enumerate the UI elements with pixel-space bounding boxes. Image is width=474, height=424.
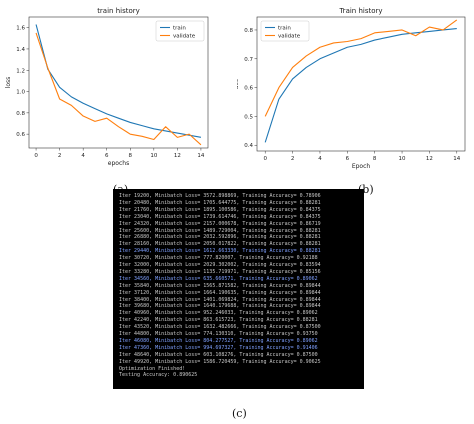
terminal-line: Iter 26880, Minibatch Loss= 2032.592896,… bbox=[119, 234, 321, 241]
x-tick-label: 2 bbox=[58, 153, 62, 159]
terminal-line: Iter 40960, Minibatch Loss= 952.246033, … bbox=[119, 310, 318, 317]
terminal-line: Iter 20480, Minibatch Loss= 1705.644775,… bbox=[119, 199, 321, 206]
y-tick-label: 0.6 bbox=[244, 86, 253, 92]
x-tick-label: 2 bbox=[291, 156, 295, 162]
series-line-validate bbox=[35, 32, 202, 146]
x-axis-label: Epoch bbox=[352, 163, 371, 170]
terminal-line: Iter 23040, Minibatch Loss= 1739.614746,… bbox=[119, 213, 321, 220]
x-tick-label: 4 bbox=[81, 153, 85, 159]
legend-label-validate: validate bbox=[173, 34, 196, 40]
y-axis-label: loss bbox=[5, 77, 12, 89]
terminal-line: Iter 42240, Minibatch Loss= 863.615723, … bbox=[119, 317, 318, 324]
y-tick-label: 1.6 bbox=[16, 26, 25, 32]
terminal-line: Iter 49920, Minibatch Loss= 1586.720459,… bbox=[119, 358, 321, 365]
x-tick-label: 14 bbox=[197, 153, 204, 159]
x-tick-label: 8 bbox=[129, 153, 133, 159]
y-tick-label: 1.4 bbox=[16, 47, 25, 53]
legend-label-train: train bbox=[278, 26, 291, 32]
x-tick-label: 6 bbox=[105, 153, 109, 159]
terminal-line: Iter 48640, Minibatch Loss= 603.108276, … bbox=[119, 351, 318, 358]
x-tick-label: 12 bbox=[174, 153, 181, 159]
x-tick-label: 4 bbox=[318, 156, 322, 162]
y-axis-label: acc bbox=[237, 79, 240, 89]
x-tick-label: 12 bbox=[426, 156, 433, 162]
terminal-line: Iter 28160, Minibatch Loss= 2050.017822,… bbox=[119, 241, 321, 248]
x-tick-label: 14 bbox=[453, 156, 460, 162]
chart-title: Train history bbox=[338, 7, 382, 15]
terminal-line: Iter 25600, Minibatch Loss= 1489.729004,… bbox=[119, 227, 321, 234]
terminal-line: Iter 35840, Minibatch Loss= 1565.871582,… bbox=[119, 282, 321, 289]
terminal-line: Iter 38400, Minibatch Loss= 1401.069824,… bbox=[119, 296, 321, 303]
terminal-line: Iter 21760, Minibatch Loss= 1895.100586,… bbox=[119, 206, 321, 213]
accuracy-history-chart: Train history 0 2 4 6 8 10 12 14 0.4 0.5 0.6 0.7 0.8 E… bbox=[237, 7, 466, 170]
x-tick-label: 0 bbox=[263, 156, 267, 162]
legend-label-validate: validate bbox=[278, 34, 301, 40]
y-tick-label: 1.0 bbox=[16, 90, 25, 96]
terminal-line: Iter 47360, Minibatch Loss= 994.697327, … bbox=[119, 344, 318, 351]
chart-title: train history bbox=[97, 7, 140, 15]
panel-label-c: (c) bbox=[232, 407, 247, 420]
terminal-line: Iter 43520, Minibatch Loss= 1632.482666,… bbox=[119, 324, 321, 331]
terminal-line: Iter 32000, Minibatch Loss= 2029.302002,… bbox=[119, 262, 321, 268]
x-tick-label: 8 bbox=[373, 156, 377, 162]
terminal-line: Iter 34560, Minibatch Loss= 635.660571, … bbox=[119, 275, 318, 282]
terminal-line: Iter 44800, Minibatch Loss= 774.130310, … bbox=[119, 331, 318, 337]
series-line-train bbox=[264, 27, 457, 143]
series-line-train bbox=[35, 24, 202, 138]
y-tick-label: 0.7 bbox=[244, 57, 253, 63]
training-log-terminal: Iter 19200, Minibatch Loss= 3572.898869,… bbox=[113, 189, 364, 389]
terminal-line: Iter 30720, Minibatch Loss= 777.820007, … bbox=[119, 255, 318, 262]
x-tick-label: 0 bbox=[34, 153, 38, 159]
legend-label-train: train bbox=[173, 26, 186, 32]
x-tick-label: 6 bbox=[346, 156, 350, 162]
y-tick-label: 0.8 bbox=[16, 111, 25, 117]
terminal-line: Iter 46080, Minibatch Loss= 804.277527, … bbox=[119, 337, 318, 344]
y-tick-label: 0.6 bbox=[16, 132, 25, 138]
terminal-line: Testing Accuracy: 0.890625 bbox=[119, 372, 198, 379]
terminal-line: Iter 37120, Minibatch Loss= 1664.190635,… bbox=[119, 289, 321, 296]
x-axis-label: epochs bbox=[108, 160, 129, 167]
plot-frame bbox=[28, 16, 209, 149]
terminal-line: Iter 39680, Minibatch Loss= 1640.179688,… bbox=[119, 303, 321, 310]
plot-frame bbox=[256, 16, 466, 152]
terminal-line: Iter 24320, Minibatch Loss= 2157.000678,… bbox=[119, 220, 321, 227]
loss-history-chart: train history 0 2 4 6 8 10 12 14 0.6 0.8 1.0 1.2 1.4 1… bbox=[5, 7, 209, 167]
terminal-line: Iter 33280, Minibatch Loss= 1135.719971,… bbox=[119, 268, 321, 275]
series-line-validate bbox=[264, 19, 458, 117]
x-tick-label: 10 bbox=[399, 156, 406, 162]
terminal-line: Iter 29440, Minibatch Loss= 1612.663330,… bbox=[119, 248, 321, 255]
y-tick-label: 0.8 bbox=[244, 28, 253, 34]
y-tick-label: 0.5 bbox=[244, 114, 253, 120]
y-tick-label: 1.2 bbox=[16, 68, 25, 74]
terminal-line: Optimization Finished! bbox=[119, 365, 186, 372]
x-tick-label: 10 bbox=[150, 153, 157, 159]
terminal-line: Iter 19200, Minibatch Loss= 3572.898869,… bbox=[119, 193, 321, 199]
y-tick-label: 0.4 bbox=[244, 143, 253, 149]
